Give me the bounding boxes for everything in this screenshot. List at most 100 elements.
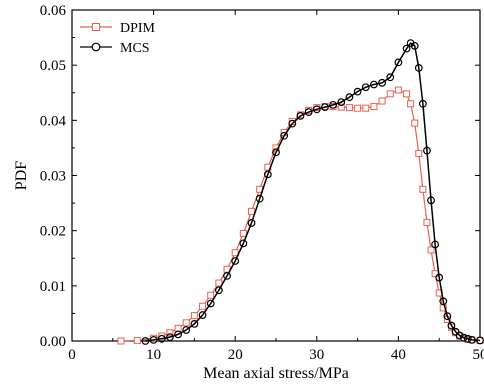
dpim-point <box>411 119 419 127</box>
dpim-line <box>120 89 481 342</box>
dpim-point <box>403 90 411 98</box>
legend-mcs-marker <box>91 42 101 52</box>
dpim-point <box>174 324 182 332</box>
dpim-point <box>394 86 402 94</box>
dpim-point <box>362 104 370 112</box>
dpim-point <box>166 329 174 337</box>
mcs-point <box>321 103 329 111</box>
legend-dpim-label: DPIM <box>120 21 156 36</box>
mcs-point <box>439 297 448 306</box>
dpim-point <box>199 302 207 310</box>
mcs-point <box>214 286 223 295</box>
y-tick-label: 0.04 <box>40 113 67 129</box>
y-tick-label: 0.02 <box>40 224 66 240</box>
mcs-point <box>206 299 215 308</box>
mcs-point <box>345 93 354 102</box>
mcs-point <box>410 41 419 50</box>
mcs-point <box>263 170 272 179</box>
mcs-point <box>190 319 199 328</box>
dpim-point <box>415 149 423 157</box>
mcs-point <box>174 330 182 339</box>
mcs-point <box>353 87 362 96</box>
mcs-point <box>239 239 248 248</box>
mcs-point <box>231 257 240 265</box>
mcs-line <box>145 42 481 342</box>
dpim-point <box>407 100 415 108</box>
mcs-point <box>157 334 166 343</box>
legend-dpim-marker <box>92 23 100 31</box>
dpim-point <box>248 207 256 215</box>
mcs-point <box>423 146 431 155</box>
mcs-point <box>418 99 427 108</box>
mcs-point <box>255 194 264 203</box>
x-tick-label: 0 <box>68 347 76 363</box>
dpim-point <box>117 337 125 345</box>
mcs-point <box>378 78 386 87</box>
mcs-point <box>476 336 484 345</box>
x-tick-label: 50 <box>473 347 484 363</box>
series-dpim <box>117 86 484 345</box>
mcs-point <box>467 335 476 344</box>
mcs-point <box>337 98 346 107</box>
mcs-point <box>304 108 313 116</box>
x-tick-label: 20 <box>228 347 243 363</box>
dpim-point <box>337 103 345 111</box>
dpim-point <box>239 229 247 237</box>
mcs-point <box>288 119 297 128</box>
y-tick-label: 0.03 <box>40 169 66 185</box>
axes: 0 10 20 30 40 50 0.00 0.01 0.02 0.03 0.04 0.05 0.06 <box>40 3 484 363</box>
x-axis-label: Mean axial stress/MPa <box>203 365 349 382</box>
legend: DPIM MCS <box>80 21 156 56</box>
x-tick-label: 40 <box>391 347 406 363</box>
x-tick-label: 30 <box>309 347 324 363</box>
y-tick-label: 0.06 <box>40 3 67 19</box>
mcs-point <box>198 311 207 319</box>
mcs-point <box>370 80 378 89</box>
mcs-point <box>166 333 174 342</box>
mcs-point <box>361 83 370 92</box>
y-tick-label: 0.00 <box>40 334 66 350</box>
dpim-point <box>215 279 223 287</box>
mcs-point <box>463 334 472 343</box>
dpim-point <box>378 97 386 105</box>
mcs-point <box>149 335 158 344</box>
plot-area <box>117 39 484 345</box>
legend-mcs-label: MCS <box>120 41 150 56</box>
mcs-point <box>280 131 289 140</box>
mcs-point <box>431 240 440 249</box>
dpim-point <box>386 90 394 98</box>
dpim-point <box>427 246 435 254</box>
dpim-point <box>190 312 198 320</box>
mcs-point <box>272 148 280 157</box>
mcs-point <box>296 112 305 120</box>
mcs-point <box>455 331 464 340</box>
series-mcs <box>141 39 484 345</box>
mcs-point <box>427 196 435 205</box>
dpim-point <box>133 336 141 344</box>
mcs-point <box>223 272 231 280</box>
mcs-point <box>329 100 338 109</box>
mcs-point <box>312 105 321 114</box>
mcs-point <box>447 321 456 330</box>
mcs-point <box>402 44 411 53</box>
dpim-point <box>370 103 378 111</box>
y-tick-label: 0.05 <box>40 58 66 74</box>
mcs-point <box>386 73 395 82</box>
dpim-point <box>419 185 427 193</box>
mcs-point <box>451 327 460 336</box>
plot-frame <box>71 9 481 342</box>
mcs-point <box>141 337 150 345</box>
y-tick-label: 0.01 <box>40 279 66 295</box>
mcs-point <box>435 273 444 282</box>
dpim-point <box>345 104 353 112</box>
mcs-point <box>443 312 452 321</box>
dpim-point <box>207 291 215 299</box>
mcs-point <box>247 219 256 227</box>
dpim-point <box>354 104 362 112</box>
mcs-point <box>414 64 423 72</box>
mcs-point <box>394 58 403 67</box>
dpim-point <box>423 218 431 226</box>
y-axis-label: PDF <box>13 161 30 190</box>
dpim-point <box>182 319 190 327</box>
